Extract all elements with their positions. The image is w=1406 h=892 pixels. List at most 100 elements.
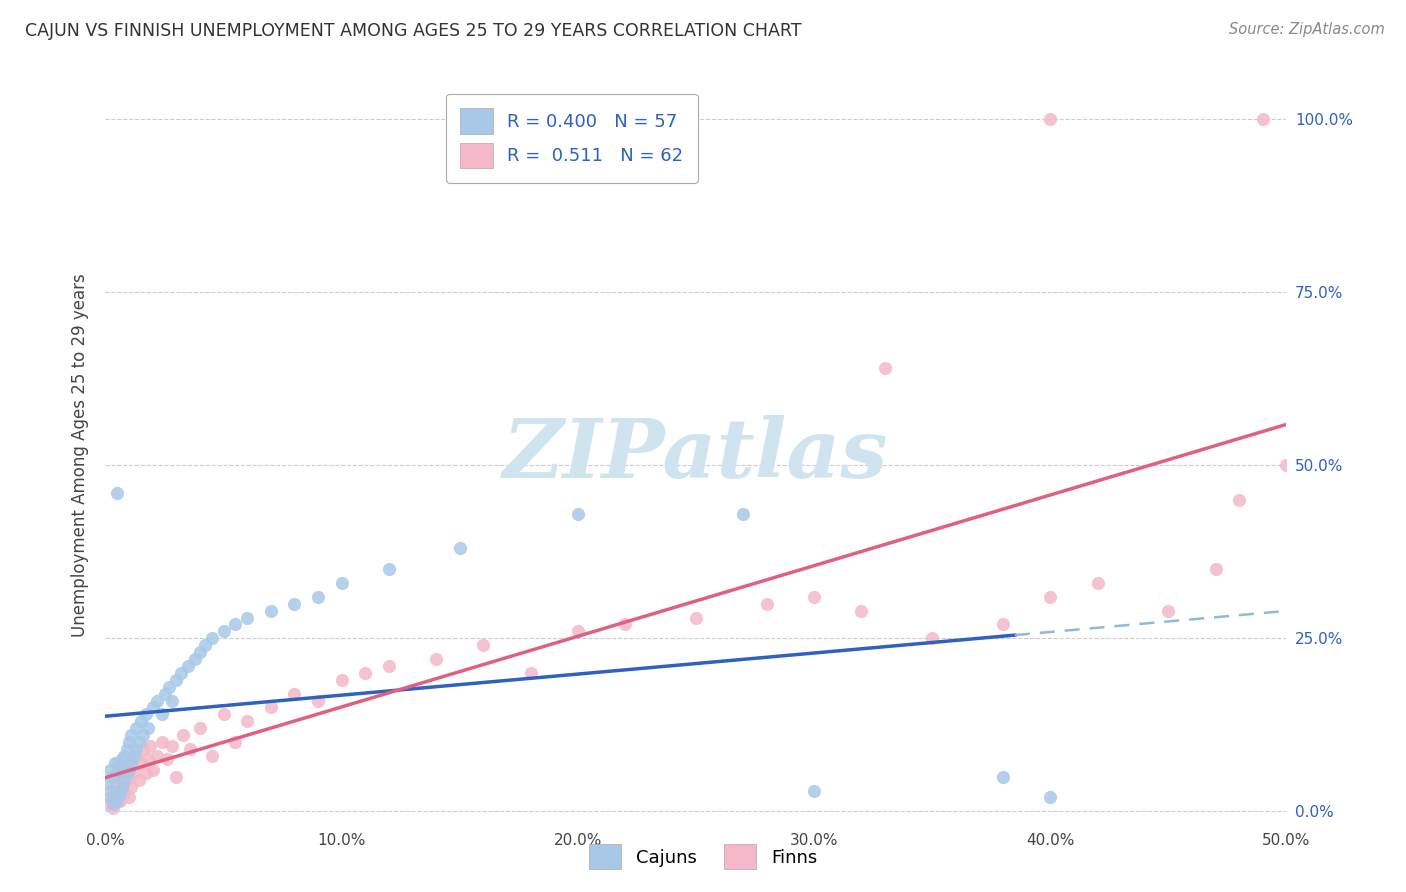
Point: [105, 486, 128, 500]
Point: [172, 728, 194, 742]
Point: [449, 541, 471, 556]
Point: [129, 756, 152, 770]
Legend: R = 0.400   N = 57, R =  0.511   N = 62: R = 0.400 N = 57, R = 0.511 N = 62: [446, 94, 697, 183]
Point: [132, 742, 155, 756]
Point: [118, 759, 141, 773]
Point: [378, 562, 401, 576]
Point: [1157, 604, 1180, 618]
Point: [157, 680, 180, 694]
Point: [101, 797, 124, 812]
Point: [153, 687, 176, 701]
Point: [139, 739, 162, 753]
Point: [97, 797, 120, 812]
Point: [156, 752, 179, 766]
Point: [177, 659, 200, 673]
Point: [98, 783, 121, 797]
Text: CAJUN VS FINNISH UNEMPLOYMENT AMONG AGES 25 TO 29 YEARS CORRELATION CHART: CAJUN VS FINNISH UNEMPLOYMENT AMONG AGES…: [25, 22, 801, 40]
Point: [733, 507, 755, 521]
Point: [160, 693, 183, 707]
Point: [425, 652, 447, 666]
Point: [755, 597, 778, 611]
Legend: Cajuns, Finns: Cajuns, Finns: [579, 835, 827, 879]
Point: [101, 770, 124, 784]
Point: [122, 748, 145, 763]
Point: [685, 610, 707, 624]
Point: [236, 610, 259, 624]
Point: [128, 773, 150, 788]
Point: [118, 763, 141, 777]
Point: [150, 735, 173, 749]
Point: [118, 790, 141, 805]
Point: [378, 659, 401, 673]
Point: [307, 693, 329, 707]
Point: [136, 721, 159, 735]
Point: [307, 590, 329, 604]
Point: [224, 735, 246, 749]
Point: [1227, 492, 1250, 507]
Point: [111, 780, 134, 794]
Point: [115, 773, 138, 788]
Point: [1205, 562, 1227, 576]
Point: [184, 652, 207, 666]
Point: [112, 787, 135, 801]
Point: [118, 735, 141, 749]
Point: [104, 756, 127, 770]
Point: [112, 748, 135, 763]
Point: [108, 759, 131, 773]
Point: [194, 638, 217, 652]
Point: [111, 780, 134, 794]
Point: [224, 617, 246, 632]
Point: [105, 794, 128, 808]
Point: [614, 617, 637, 632]
Point: [991, 617, 1014, 632]
Point: [115, 766, 138, 780]
Point: [101, 801, 124, 815]
Y-axis label: Unemployment Among Ages 25 to 29 years: Unemployment Among Ages 25 to 29 years: [72, 273, 90, 637]
Point: [108, 787, 131, 801]
Point: [160, 739, 183, 753]
Point: [135, 766, 157, 780]
Point: [112, 773, 135, 788]
Point: [1275, 458, 1298, 473]
Point: [111, 752, 134, 766]
Point: [146, 748, 169, 763]
Point: [188, 645, 211, 659]
Point: [120, 780, 142, 794]
Point: [260, 700, 283, 714]
Point: [201, 632, 224, 646]
Point: [120, 728, 142, 742]
Point: [97, 776, 120, 790]
Point: [104, 790, 127, 805]
Point: [165, 673, 187, 687]
Point: [212, 707, 235, 722]
Point: [105, 756, 128, 770]
Point: [128, 735, 150, 749]
Point: [201, 748, 224, 763]
Point: [142, 763, 165, 777]
Point: [120, 756, 142, 770]
Point: [519, 665, 541, 680]
Point: [165, 770, 187, 784]
Point: [1039, 790, 1062, 805]
Point: [98, 790, 121, 805]
Text: Source: ZipAtlas.com: Source: ZipAtlas.com: [1229, 22, 1385, 37]
Point: [1251, 112, 1274, 127]
Point: [132, 728, 155, 742]
Point: [125, 742, 148, 756]
Point: [212, 624, 235, 639]
Point: [330, 673, 353, 687]
Point: [1087, 576, 1109, 591]
Point: [991, 770, 1014, 784]
Point: [150, 707, 173, 722]
Point: [115, 742, 138, 756]
Point: [129, 714, 152, 729]
Point: [105, 766, 128, 780]
Point: [105, 776, 128, 790]
Point: [1039, 112, 1062, 127]
Point: [188, 721, 211, 735]
Point: [354, 665, 377, 680]
Point: [104, 783, 127, 797]
Point: [98, 763, 121, 777]
Point: [330, 576, 353, 591]
Point: [567, 507, 589, 521]
